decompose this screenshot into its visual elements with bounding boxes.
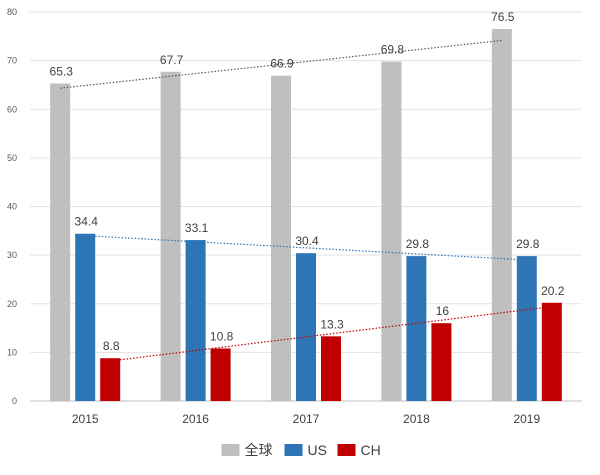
- data-label: 65.3: [50, 64, 74, 78]
- legend-swatch-CH: [337, 444, 356, 456]
- data-label: 16: [436, 304, 450, 318]
- legend-label: CH: [361, 442, 381, 458]
- x-tick-label: 2017: [293, 412, 320, 426]
- y-axis: 0 10 20 30 40 50 60 70 80: [7, 7, 17, 406]
- data-label: 29.8: [406, 237, 430, 251]
- x-tick-label: 2019: [513, 412, 540, 426]
- y-tick-label: 50: [7, 153, 17, 163]
- legend-swatch-全球: [221, 444, 240, 456]
- y-tick-label: 40: [7, 202, 17, 212]
- x-tick-label: 2018: [403, 412, 430, 426]
- data-label: 13.3: [320, 317, 344, 331]
- x-axis: 2015 2016 2017 2018 2019: [72, 412, 541, 426]
- bar-全球-2019: [491, 29, 512, 402]
- data-label: 69.8: [381, 43, 405, 57]
- data-label: 30.4: [295, 234, 319, 248]
- data-label: 33.1: [185, 221, 209, 235]
- legend-label: US: [308, 442, 327, 458]
- bar-US-2017: [296, 253, 316, 401]
- x-tick-label: 2015: [72, 412, 99, 426]
- bar-US-2015: [75, 233, 96, 401]
- trendline-全球: [60, 39, 502, 89]
- y-tick-label: 70: [7, 56, 17, 66]
- bar-CH-2016: [210, 348, 231, 401]
- y-tick-label: 80: [7, 7, 17, 17]
- bar-CH-2017: [321, 336, 341, 401]
- x-tick-label: 2016: [182, 412, 209, 426]
- data-label: 67.7: [160, 53, 184, 67]
- data-label: 29.8: [516, 237, 540, 251]
- bar-CH-2018: [431, 323, 452, 401]
- y-tick-label: 20: [7, 299, 17, 309]
- data-label: 8.8: [103, 339, 120, 353]
- legend-swatch-US: [284, 444, 303, 456]
- bar-US-2016: [185, 240, 206, 401]
- gridlines: [30, 11, 582, 402]
- legend-label: 全球: [245, 442, 273, 458]
- data-label: 20.2: [541, 284, 565, 298]
- trendline-US: [85, 235, 527, 261]
- data-labels: 65.3 67.7 66.9 69.8 76.5 34.4 33.1 30.4 29.8 29.8…: [50, 10, 565, 353]
- data-label: 34.4: [75, 215, 99, 229]
- bar-全球-2018: [381, 61, 402, 401]
- bar-CH-2015: [100, 358, 121, 401]
- y-tick-label: 60: [7, 104, 17, 114]
- y-tick-label: 10: [7, 347, 17, 357]
- data-label: 76.5: [491, 10, 515, 24]
- legend: 全球 US CH: [221, 442, 381, 458]
- bar-全球-2017: [271, 75, 291, 401]
- bar-全球-2016: [160, 71, 181, 401]
- bar-US-2019: [516, 256, 537, 401]
- trendlines: [60, 39, 552, 362]
- data-label: 66.9: [270, 57, 294, 71]
- trendline-CH: [110, 305, 552, 362]
- bar-CH-2019: [541, 302, 562, 401]
- bar-全球-2015: [50, 83, 71, 401]
- bars: [50, 29, 562, 402]
- bar-US-2018: [406, 256, 427, 401]
- y-tick-label: 0: [12, 396, 17, 406]
- y-tick-label: 30: [7, 250, 17, 260]
- data-label: 10.8: [210, 329, 234, 343]
